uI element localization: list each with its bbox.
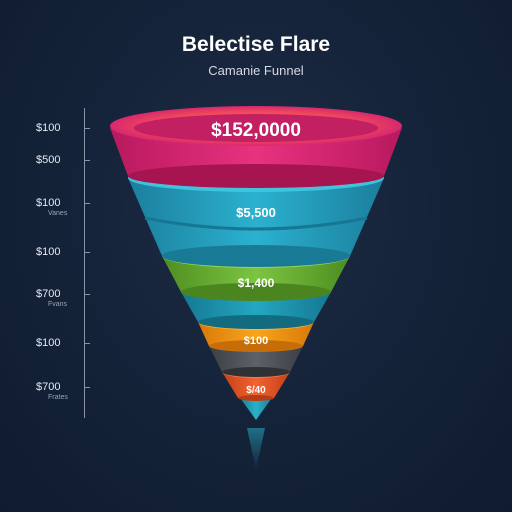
axis-sublabel-4: Fvans — [48, 301, 68, 308]
stage-4-label: $100 — [244, 335, 268, 347]
axis-label-1: $500 — [36, 154, 61, 166]
stage-1-label: $152,0000 — [211, 120, 301, 141]
axis-label-2: $100 — [36, 197, 61, 209]
stage-3-label: $1,400 — [238, 276, 275, 290]
axis-label-3: $100 — [36, 246, 61, 258]
axis-label-6: $700 — [36, 381, 61, 393]
axis-tick-3 — [84, 252, 90, 253]
axis-tick-1 — [84, 160, 90, 161]
chart-title: Belectise Flare — [181, 33, 331, 56]
axis-label-4: $700 — [36, 288, 61, 300]
funnel-stage-1 — [110, 106, 402, 188]
axis-sublabel-6: Frates — [48, 394, 68, 401]
axis-tick-0 — [84, 128, 90, 129]
axis-tick-5 — [84, 343, 90, 344]
axis-label-0: $100 — [36, 122, 61, 134]
axis-sublabel-2: Vanes — [48, 210, 68, 217]
axis-tick-2 — [84, 203, 90, 204]
axis-tick-4 — [84, 294, 90, 295]
chart-subtitle: Camanie Funnel — [208, 63, 304, 78]
funnel-tip — [238, 395, 274, 420]
funnel-reflection — [247, 428, 265, 470]
axis-line — [84, 108, 85, 418]
axis-tick-6 — [84, 387, 90, 388]
funnel-band-grey — [209, 346, 303, 377]
axis-label-5: $100 — [36, 337, 61, 349]
stage-5-label: $/40 — [246, 385, 266, 396]
stage-2-label: $5,500 — [236, 205, 276, 220]
